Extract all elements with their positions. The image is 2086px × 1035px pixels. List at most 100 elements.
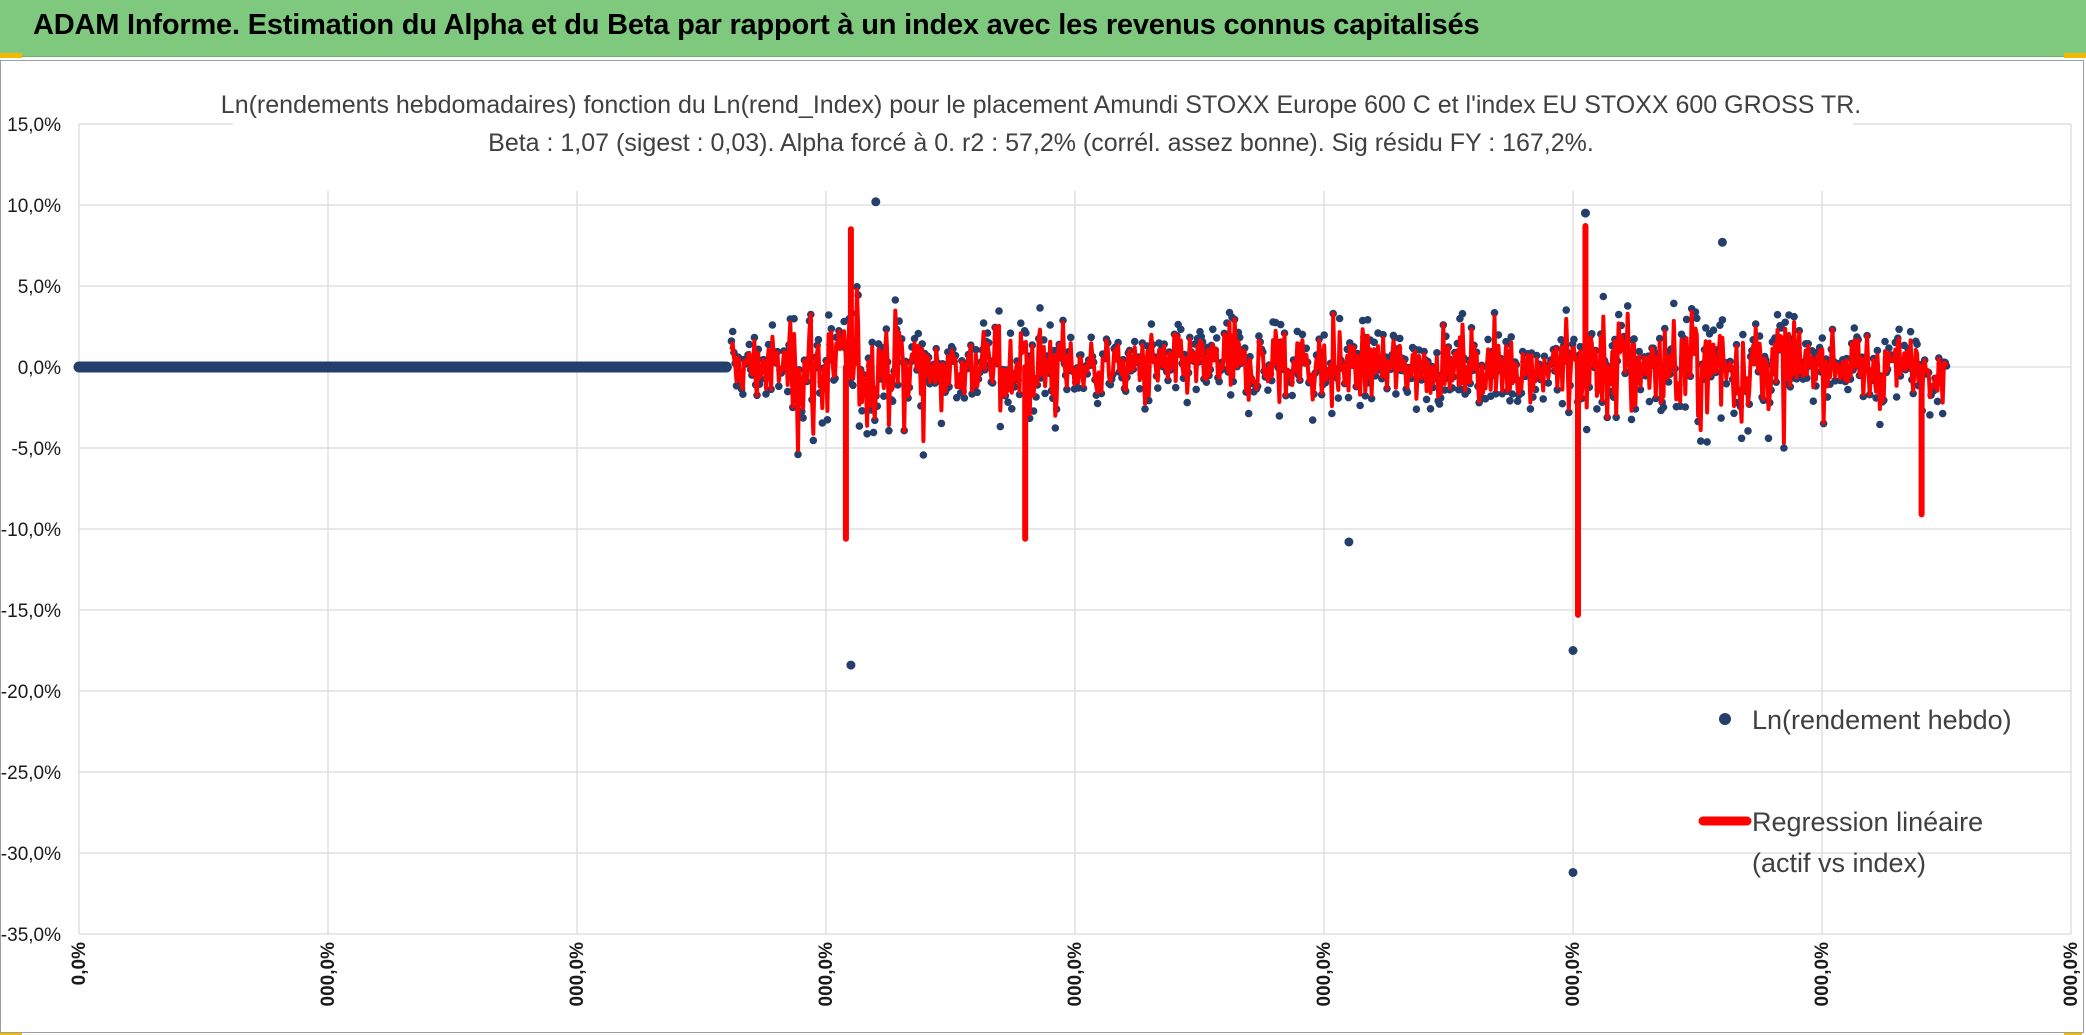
scatter-point — [1659, 403, 1668, 412]
scatter-point — [1396, 334, 1404, 343]
scatter-point — [1335, 314, 1344, 323]
scatter-point — [1367, 394, 1376, 403]
corner-marker-right — [2064, 53, 2086, 58]
scatter-point — [1506, 397, 1514, 405]
x-tick-label: 000,0% — [2061, 942, 2082, 1007]
scatter-point — [1255, 332, 1263, 340]
scatter-point — [1154, 384, 1162, 392]
scatter-point — [1507, 333, 1515, 341]
scatter-point — [1693, 314, 1701, 323]
scatter-point — [1334, 394, 1343, 402]
scatter-point — [972, 346, 980, 354]
x-tick-label: 000,0% — [1065, 942, 1086, 1007]
scatter-point — [1614, 310, 1623, 319]
legend: Ln(rendement hebdo) Regression linéaire … — [1698, 705, 2012, 878]
scatter-point — [1636, 385, 1645, 394]
scatter-point — [750, 333, 759, 342]
y-tick-label: -20,0% — [1, 682, 61, 703]
scatter-point — [1114, 338, 1122, 347]
scatter-point — [868, 338, 876, 347]
scatter-point — [1435, 400, 1444, 408]
scatter-point — [739, 390, 747, 399]
scatter-point — [1215, 377, 1223, 386]
scatter-point — [1370, 338, 1378, 347]
scatter-point — [1809, 397, 1818, 406]
outlier-point — [1568, 867, 1578, 877]
scatter-point — [1063, 385, 1071, 394]
scatter-point — [1420, 347, 1428, 356]
scatter-point — [1526, 405, 1535, 413]
scatter-point — [1645, 397, 1654, 406]
scatter-point — [1818, 334, 1827, 342]
scatter-point — [1544, 379, 1553, 387]
scatter-point — [775, 382, 783, 391]
scatter-point — [973, 388, 981, 397]
header-banner: ADAM Informe. Estimation du Alpha et du … — [0, 0, 2086, 57]
scatter-point — [1356, 401, 1364, 410]
scatter-point — [1051, 424, 1060, 432]
scatter-point — [823, 416, 832, 424]
legend-scatter-label: Ln(rendement hebdo) — [1752, 705, 2012, 735]
scatter-point — [1508, 390, 1517, 398]
scatter-point — [1392, 390, 1400, 398]
x-tick-label: 000,0% — [1563, 942, 1584, 1007]
chart-area: 15,0% 10,0% 5,0% 0,0% -5,0% -10,0% -15,0% -20,0… — [0, 60, 2084, 1033]
scatter-point — [1022, 329, 1030, 337]
scatter-point — [1565, 408, 1573, 417]
y-axis-ticks: 15,0% 10,0% 5,0% 0,0% -5,0% -10,0% -15,0% -20,0… — [1, 115, 61, 946]
y-tick-label: -15,0% — [1, 601, 61, 622]
scatter-point — [1873, 346, 1882, 355]
scatter-point — [1630, 335, 1638, 343]
scatter-point — [937, 419, 946, 428]
scatter-point — [855, 422, 864, 430]
scatter-point — [1682, 315, 1691, 324]
scatter-point — [1696, 437, 1705, 445]
scatter-point — [1850, 324, 1859, 332]
scatter-point — [1344, 393, 1353, 402]
scatter-point — [1533, 351, 1541, 360]
scatter-point — [1661, 324, 1669, 333]
chart-subtitle: Beta : 1,07 (sigest : 0,03). Alpha forcé… — [488, 129, 1594, 157]
scatter-point — [1718, 316, 1727, 324]
scatter-point — [1212, 334, 1221, 342]
scatter-point — [1490, 309, 1499, 317]
scatter-point — [1558, 399, 1567, 408]
outlier-point — [871, 197, 881, 207]
scatter-point — [768, 321, 777, 329]
scatter-point — [1702, 324, 1710, 332]
scatter-point — [1513, 397, 1522, 406]
chart-title: Ln(rendements hebdomadaires) fonction du… — [221, 91, 1861, 119]
x-tick-label: 000,0% — [1314, 942, 1335, 1007]
scatter-point — [1141, 405, 1149, 413]
scatter-point — [1781, 318, 1789, 327]
scatter-point — [1627, 415, 1636, 424]
scatter-point — [1751, 320, 1760, 328]
legend-regression-label: Regression linéaire — [1752, 807, 1983, 837]
scatter-point — [1717, 414, 1725, 422]
scatter-point — [1177, 325, 1185, 334]
scatter-point — [914, 329, 923, 338]
scatter-point — [1276, 320, 1285, 329]
page-title: ADAM Informe. Estimation du Alpha et du … — [33, 9, 1480, 41]
scatter-point — [894, 381, 902, 389]
x-tick-label: 0,0% — [69, 942, 90, 985]
scatter-point — [1017, 319, 1025, 328]
scatter-point — [1703, 438, 1711, 446]
scatter-point — [1046, 321, 1054, 329]
scatter-point — [882, 325, 891, 333]
scatter-chart: 15,0% 10,0% 5,0% 0,0% -5,0% -10,0% -15,0% -20,0… — [1, 85, 2082, 1007]
scatter-point — [1539, 395, 1547, 403]
scatter-point — [1235, 333, 1244, 342]
scatter-point — [1635, 347, 1643, 356]
scatter-point — [1906, 327, 1915, 336]
scatter-point — [1192, 385, 1200, 394]
outlier-point — [1717, 237, 1727, 247]
scatter-point — [1599, 292, 1608, 301]
scatter-point — [1403, 388, 1412, 397]
scatter-point — [1773, 310, 1782, 319]
scatter-point — [1790, 312, 1798, 321]
scatter-point — [1412, 405, 1421, 414]
scatter-point — [1320, 331, 1328, 339]
scatter-point — [1288, 391, 1296, 400]
outlier-point — [1344, 537, 1354, 547]
